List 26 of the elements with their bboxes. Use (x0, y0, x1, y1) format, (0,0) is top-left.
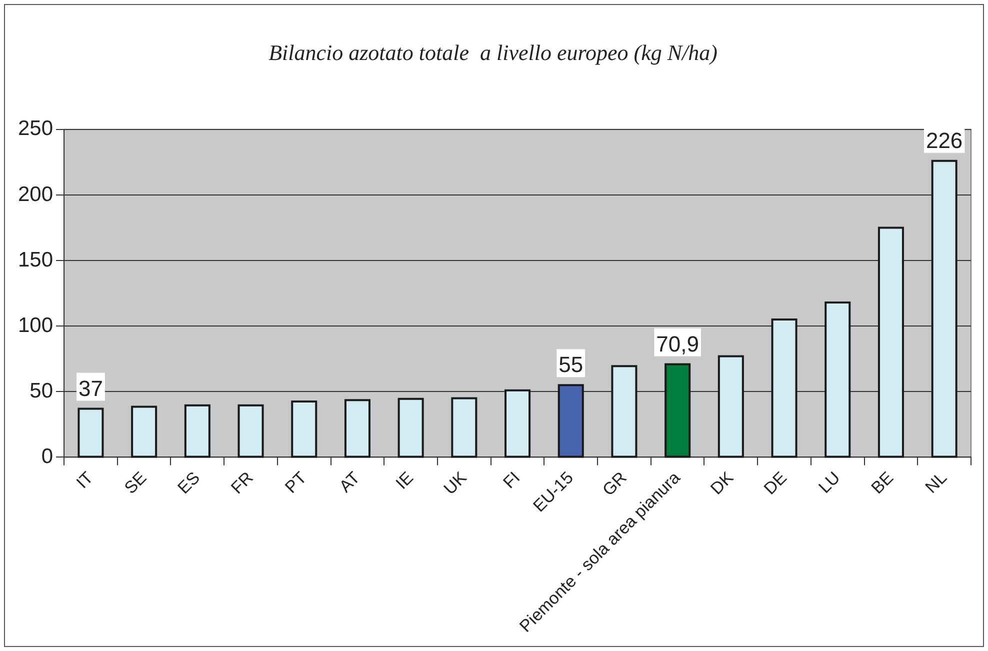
data-label: 55 (558, 352, 584, 378)
x-tick-label: AT (336, 468, 364, 496)
y-tick-label: 250 (18, 117, 54, 140)
x-tick-label: IT (72, 468, 97, 492)
x-tick-label: DK (706, 468, 738, 498)
x-tick-label: UK (440, 468, 471, 498)
data-label: 37 (78, 376, 103, 401)
x-tick-label: BE (868, 468, 898, 498)
x-tick-label: GR (598, 468, 630, 500)
x-tick-label: PT (281, 468, 310, 497)
x-tick-label: ES (174, 468, 204, 498)
y-tick-label: 100 (18, 314, 54, 337)
x-tick-label: IE (392, 468, 417, 493)
x-tick-label: FR (227, 468, 257, 498)
x-tick-label: FI (500, 468, 524, 492)
data-label: 226 (926, 128, 963, 153)
y-tick-label: 150 (18, 248, 54, 272)
data-label: 70,9 (656, 331, 699, 356)
x-tick-label: SE (120, 468, 150, 498)
y-tick-label: 0 (41, 445, 54, 468)
y-tick-label: 50 (30, 379, 54, 402)
y-tick-label: 200 (18, 182, 54, 206)
x-tick-label: DE (760, 468, 790, 498)
x-tick-label: NL (922, 468, 950, 497)
x-tick-label: LU (814, 468, 844, 497)
chart-title: Bilancio azotato totale a livello europeo (kg N/ha) (268, 40, 718, 65)
